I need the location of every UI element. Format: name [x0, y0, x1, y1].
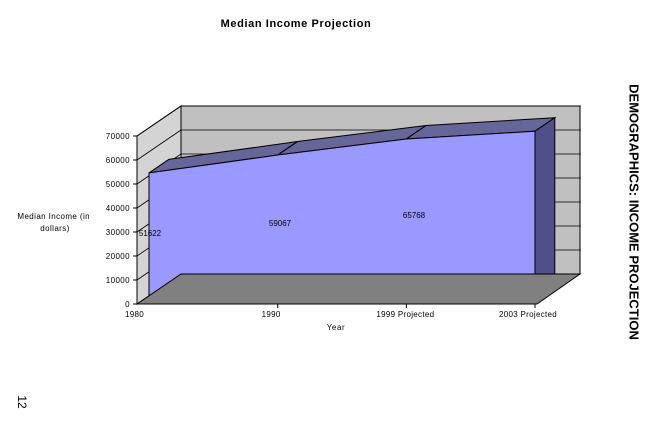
side-gridline: [136, 105, 182, 137]
y-tick-label: 0: [125, 300, 130, 309]
side-gridline: [136, 129, 182, 161]
x-tick-label: 2003 Projected: [499, 310, 557, 319]
x-tick-label: 1980: [125, 310, 144, 319]
side-title: DEMOGRAPHICS: INCOME PROJECTION: [626, 84, 642, 340]
data-label: 51622: [139, 229, 162, 238]
area-series: [148, 116, 557, 305]
y-tick-label: 60000: [106, 156, 130, 165]
x-tick-label: 1999 Projected: [376, 310, 434, 319]
data-label: 65768: [403, 211, 426, 220]
x-axis-title: Year: [327, 323, 346, 332]
floor: [135, 273, 582, 305]
y-tick-label: 30000: [106, 228, 130, 237]
y-axis-ticks: 0 10000 20000 30000 40000 50000 60000 70000: [106, 132, 137, 309]
data-labels: 51622 59067 65768: [139, 211, 426, 238]
y-tick-label: 70000: [106, 132, 130, 141]
page-number: 12: [15, 395, 29, 409]
data-label: 59067: [269, 219, 292, 228]
x-tick-label: 1990: [262, 310, 281, 319]
x-axis-ticks: 1980 1990 1999 Projected 2003 Projected: [125, 304, 557, 319]
y-axis-title: Median Income (in dollars): [17, 212, 92, 233]
y-tick-label: 50000: [106, 180, 130, 189]
y-tick-label: 10000: [106, 276, 130, 285]
chart-title: Median Income Projection: [221, 18, 372, 30]
y-tick-label: 20000: [106, 252, 130, 261]
y-tick-label: 40000: [106, 204, 130, 213]
